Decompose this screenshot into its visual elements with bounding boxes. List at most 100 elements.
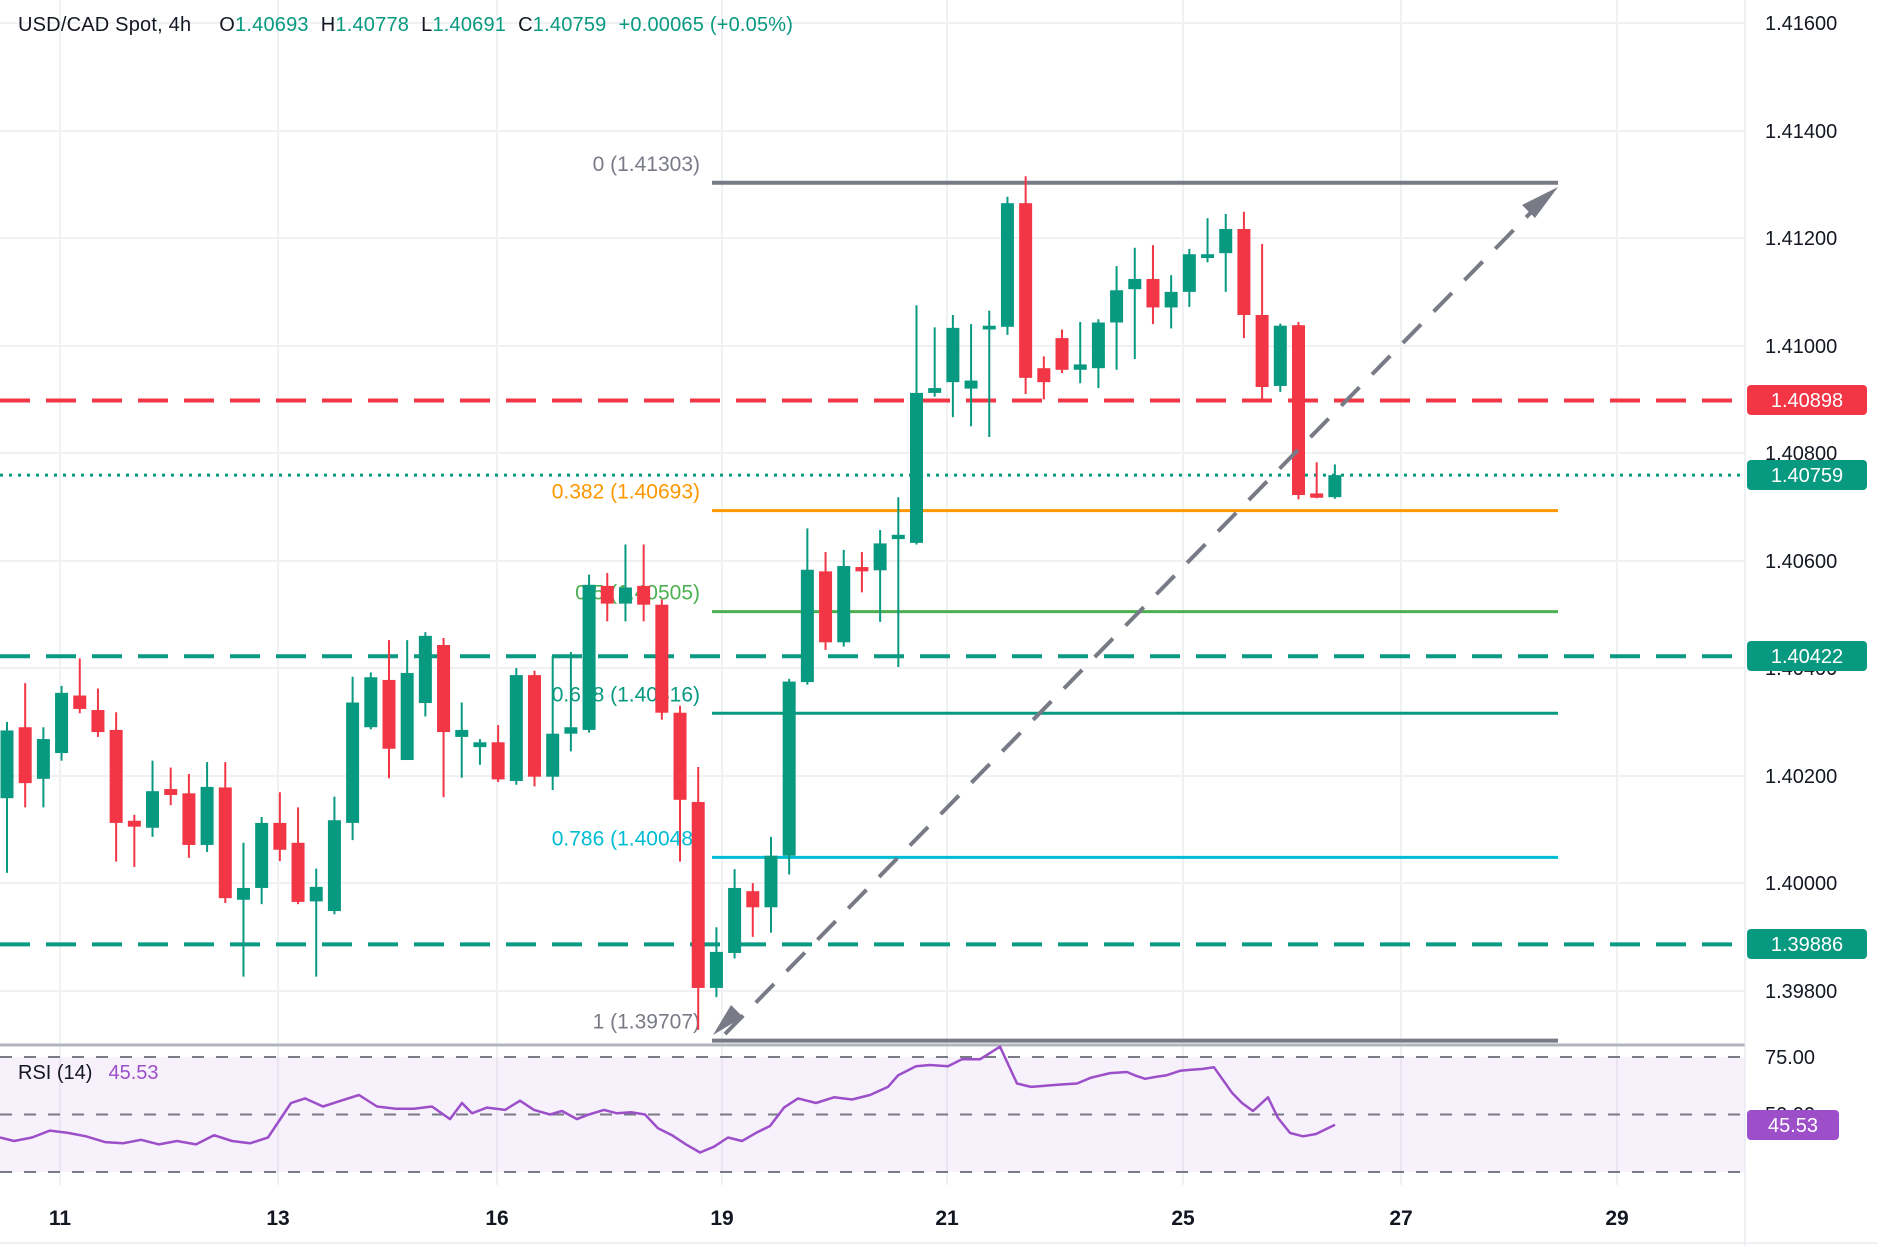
trendline[interactable] (723, 194, 1549, 1036)
price-badge-label: 1.40759 (1771, 465, 1843, 487)
candle (218, 787, 232, 899)
candle (291, 842, 305, 902)
candle (1310, 493, 1324, 498)
candle (1128, 278, 1142, 290)
price-badge[interactable] (1747, 460, 1867, 490)
price-axis-label: 1.40800 (1765, 443, 1837, 465)
candle (782, 681, 796, 856)
price-badge-label: 1.39886 (1771, 934, 1843, 956)
date-axis-label[interactable]: 19 (710, 1207, 733, 1230)
candle (564, 727, 578, 734)
candle (18, 727, 32, 784)
price-axis[interactable] (1745, 0, 1878, 1246)
open-value: 1.40693 (235, 14, 309, 36)
candle (982, 325, 996, 330)
candle (819, 571, 833, 643)
candle (200, 786, 214, 845)
candle (855, 567, 869, 572)
candle (418, 635, 432, 704)
symbol-title: USD/CAD Spot, 4h (18, 14, 192, 36)
candle (1291, 325, 1305, 496)
date-axis-label[interactable]: 21 (935, 1207, 959, 1230)
rsi-label: RSI (14) (18, 1062, 93, 1084)
candle (1273, 325, 1287, 386)
candle (1019, 203, 1033, 378)
candle (728, 887, 742, 953)
candle (91, 710, 105, 733)
close-value: 1.40759 (532, 14, 607, 36)
price-badge[interactable] (1747, 929, 1867, 959)
candle (746, 891, 760, 908)
rsi-legend[interactable]: RSI (14) 45.53 (18, 1062, 159, 1085)
candle (528, 675, 542, 777)
candle (127, 820, 141, 827)
symbol-legend[interactable]: USD/CAD Spot, 4h O1.40693 H1.40778 L1.40691… (18, 14, 793, 37)
price-axis-label: 1.40600 (1765, 551, 1837, 573)
close-label: C (518, 14, 533, 36)
candle (1201, 254, 1215, 258)
fib-label: 1 (1.39707) (593, 1011, 700, 1034)
candle (364, 677, 378, 728)
high-label: H (320, 14, 336, 36)
candle (1164, 291, 1178, 308)
candle (255, 822, 269, 888)
candle (164, 789, 178, 795)
price-axis-label: 1.41000 (1765, 336, 1837, 358)
candle (600, 585, 614, 604)
date-axis-label[interactable]: 25 (1171, 1207, 1195, 1230)
date-axis-label[interactable]: 29 (1605, 1207, 1628, 1230)
candle (709, 951, 723, 988)
high-value: 1.40778 (335, 14, 410, 36)
open-label: O (219, 14, 236, 36)
candle (1146, 278, 1160, 308)
date-axis-label[interactable]: 16 (485, 1207, 508, 1230)
price-badge[interactable] (1747, 1110, 1839, 1140)
price-axis-label: 1.41600 (1765, 13, 1837, 35)
candle (182, 793, 196, 845)
candle (146, 791, 160, 828)
candle (1182, 254, 1196, 292)
candle (473, 742, 487, 748)
candle (837, 565, 851, 643)
candle (55, 692, 69, 754)
candle (673, 712, 687, 800)
trendline-arrow-icon (713, 1005, 743, 1035)
candle (1219, 228, 1233, 254)
candle (946, 327, 960, 383)
price-badge-label: 45.53 (1768, 1115, 1818, 1137)
low-label: L (421, 14, 433, 36)
rsi-value: 45.53 (108, 1062, 159, 1084)
price-axis-label: 1.41400 (1765, 121, 1837, 143)
fib-label: 0.618 (1.40316) (552, 683, 700, 706)
candle (800, 569, 814, 683)
candle (582, 584, 596, 730)
candle (1055, 338, 1069, 370)
date-axis-label[interactable]: 11 (49, 1207, 72, 1230)
date-axis-label[interactable]: 27 (1389, 1207, 1412, 1230)
candle (691, 801, 705, 988)
candle (618, 587, 632, 604)
price-axis-label: 1.40000 (1765, 873, 1837, 895)
fib-label: 0 (1.41303) (593, 153, 700, 176)
price-badge[interactable] (1747, 641, 1867, 671)
candle (1091, 322, 1105, 369)
candle (36, 739, 50, 779)
candle (546, 733, 560, 777)
candle (382, 679, 396, 749)
candle (910, 392, 923, 543)
candle (0, 730, 14, 799)
candle (1328, 475, 1342, 498)
candle (764, 855, 778, 908)
candle (1255, 314, 1269, 387)
date-axis-label[interactable]: 13 (266, 1207, 289, 1230)
candle (1110, 290, 1124, 323)
candle (1000, 203, 1014, 327)
candle (1237, 228, 1251, 315)
price-badge[interactable] (1747, 385, 1867, 415)
price-badge-label: 1.40898 (1771, 390, 1843, 412)
candle (309, 886, 323, 902)
price-axis-label: 75.00 (1765, 1047, 1815, 1069)
